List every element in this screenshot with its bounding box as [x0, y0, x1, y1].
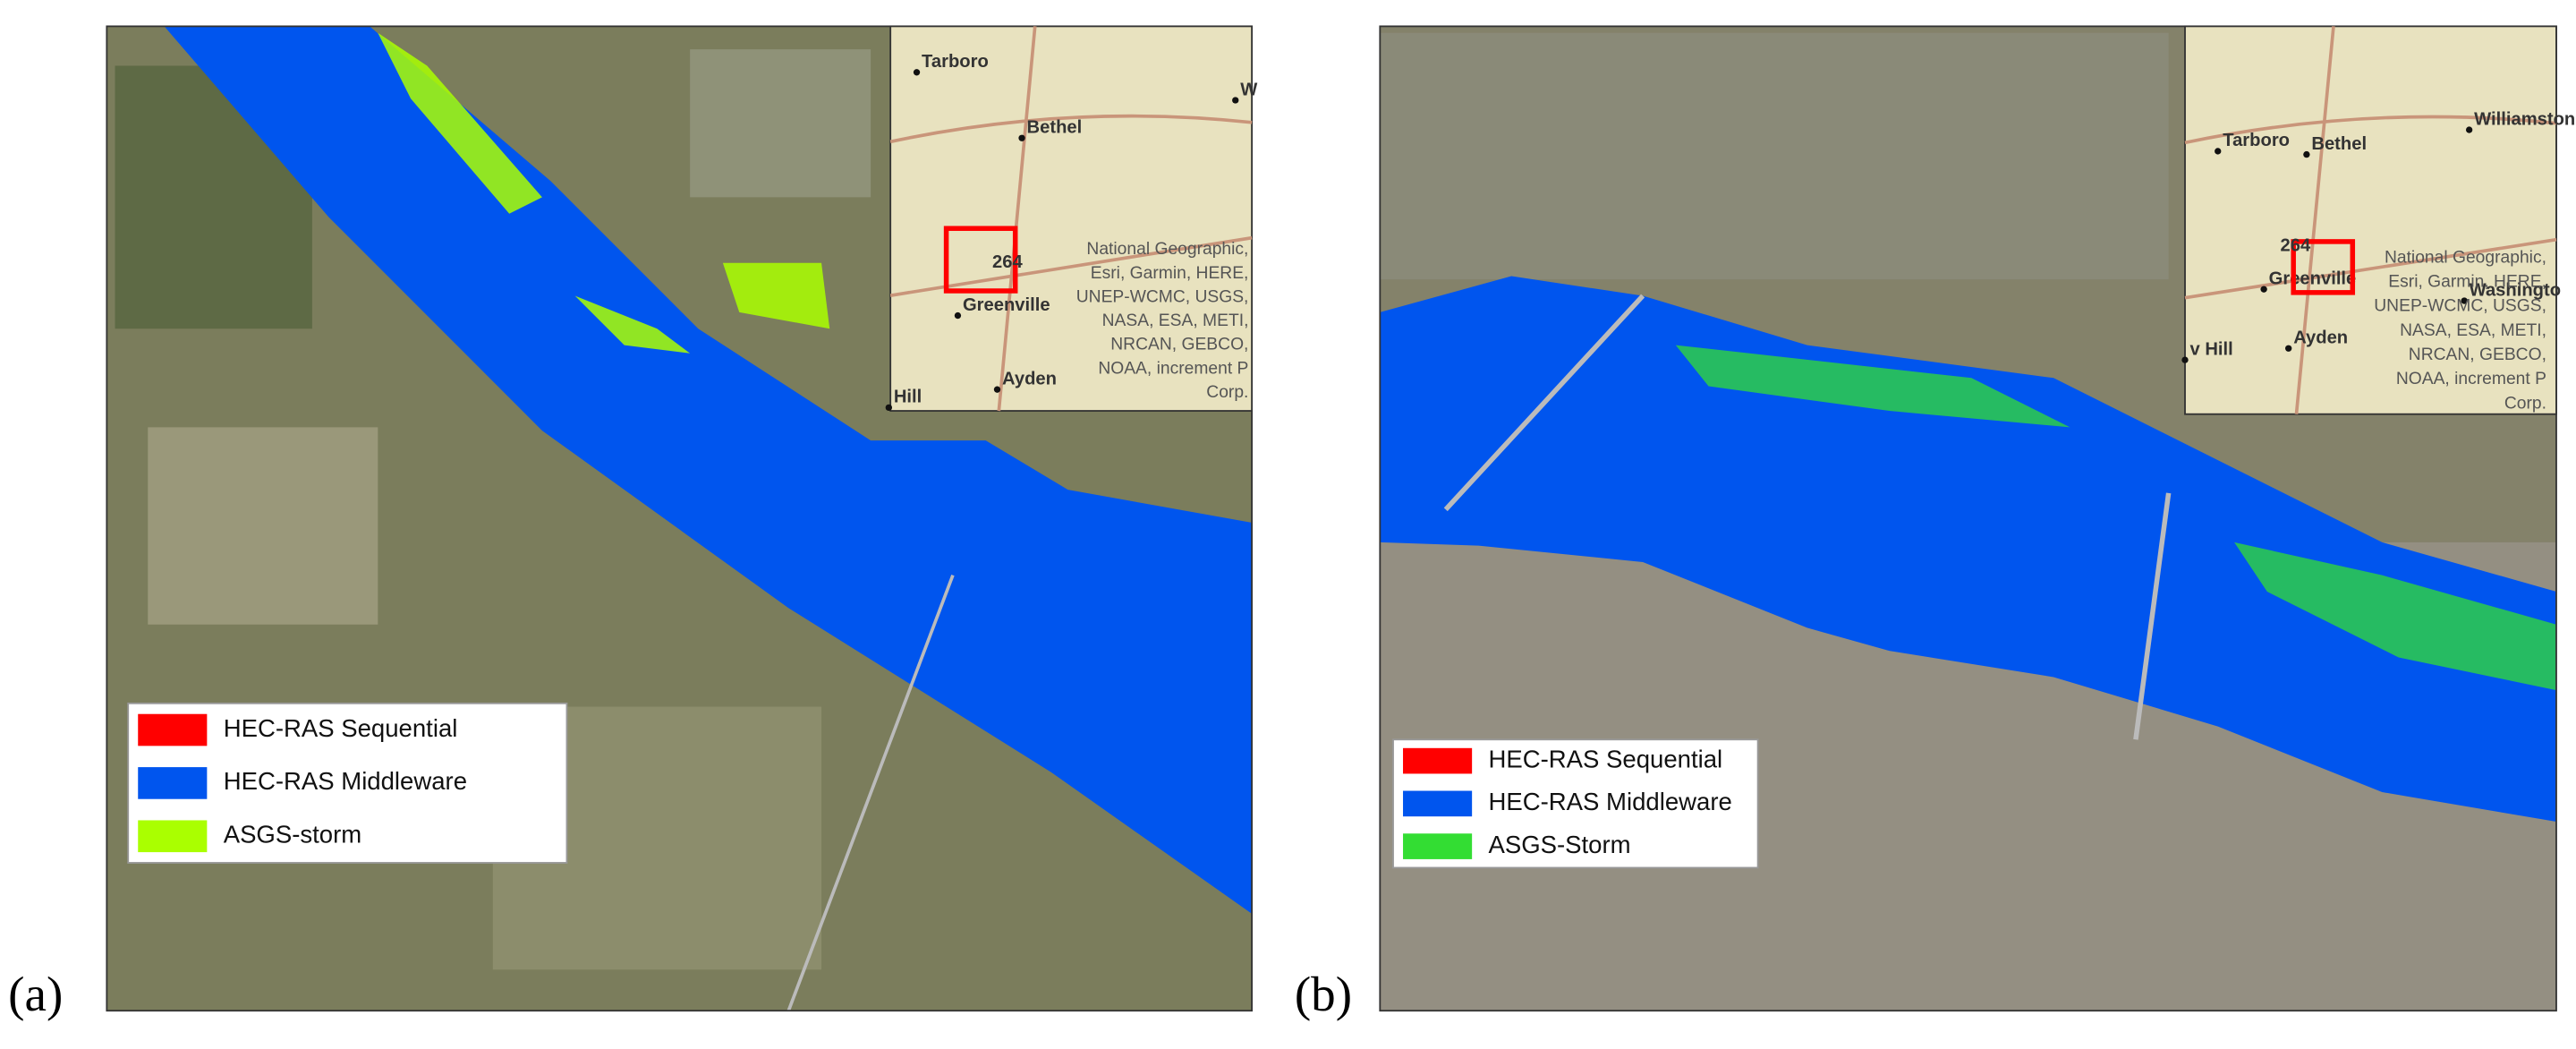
place-dot — [2215, 148, 2222, 155]
legend-swatch — [138, 820, 208, 853]
location-box — [943, 226, 1018, 294]
place-name: v Hill — [2190, 339, 2233, 359]
place-name: W — [1240, 80, 1258, 99]
map-credit: UNEP-WCMC, USGS, — [1076, 287, 1249, 306]
place-dot — [2181, 356, 2189, 363]
place-name: Tarboro — [2223, 131, 2290, 150]
location-box — [2291, 239, 2356, 295]
fields — [690, 49, 871, 198]
legend-swatch — [138, 767, 208, 799]
legend-label: HEC-RAS Sequential — [224, 714, 458, 742]
river — [1380, 276, 2556, 823]
map-credit: Esri, Garmin, HERE, — [2388, 273, 2546, 292]
legend-swatch — [1403, 790, 1473, 817]
place-name: Bethel — [1027, 118, 1083, 138]
map-credit: NOAA, increment P — [1098, 359, 1248, 378]
panel-label: (a) — [8, 967, 63, 1021]
map-credit: Corp. — [1206, 383, 1248, 402]
legend-label: HEC-RAS Middleware — [1489, 788, 1732, 815]
place-dot — [2303, 150, 2310, 158]
place-name: Greenville — [963, 295, 1050, 315]
river — [164, 26, 1253, 914]
inset-map — [889, 25, 1254, 412]
place-dot — [2461, 297, 2468, 304]
inset-roads — [2184, 26, 2557, 414]
map-credit: NOAA, increment P — [2396, 370, 2546, 388]
map-credit: National Geographic, — [2385, 248, 2546, 267]
highway-shield: 264 — [992, 252, 1023, 272]
bridge — [2133, 492, 2172, 740]
place-name: Washingto — [2470, 280, 2561, 300]
place-dot — [2260, 286, 2267, 293]
place-dot — [2465, 126, 2473, 133]
panel-label: (b) — [1295, 967, 1352, 1021]
place-name: Tarboro — [922, 52, 989, 72]
legend-label: ASGS-Storm — [1489, 831, 1631, 858]
highway-shield: 264 — [2281, 236, 2311, 256]
place-dot — [2285, 345, 2292, 352]
place-dot — [1232, 97, 1239, 104]
place-name: Ayden — [2293, 328, 2348, 348]
storm-extent — [1675, 345, 2070, 428]
legend-swatch — [138, 713, 208, 746]
inset-roads — [889, 26, 1253, 412]
legend-swatch — [1403, 833, 1473, 859]
place-dot — [954, 311, 962, 320]
fields — [148, 427, 378, 625]
map-credit: NRCAN, GEBCO, — [1110, 336, 1248, 354]
storm-extent — [722, 262, 830, 329]
place-dot — [885, 404, 893, 412]
map-credit: Corp. — [2504, 394, 2546, 413]
place-dot — [993, 386, 1001, 393]
legend-label: ASGS-storm — [224, 821, 362, 849]
legend-swatch — [1403, 747, 1473, 774]
road — [786, 574, 955, 1011]
place-name: Bethel — [2311, 134, 2367, 154]
map-credit: NASA, ESA, METI, — [2400, 321, 2546, 340]
urban — [1380, 32, 2169, 280]
map-credit: UNEP-WCMC, USGS, — [2374, 297, 2546, 316]
legend-label: HEC-RAS Sequential — [1489, 745, 1723, 772]
place-dot — [913, 69, 921, 76]
place-name: Greenville — [2269, 269, 2357, 288]
bridge — [1443, 294, 1645, 512]
map-frame — [1379, 25, 2557, 1012]
inset-map — [2184, 25, 2557, 415]
place-name: Williamston — [2474, 109, 2575, 129]
map-credit: NASA, ESA, METI, — [1102, 311, 1249, 330]
legend-label: HEC-RAS Middleware — [224, 767, 467, 795]
map-credit: NRCAN, GEBCO, — [2409, 345, 2546, 364]
storm-extent — [378, 32, 542, 214]
place-dot — [1018, 134, 1025, 141]
storm-extent — [2234, 542, 2556, 691]
map-frame — [106, 25, 1254, 1012]
place-name: Hill — [894, 388, 922, 407]
map-credit: Esri, Garmin, HERE, — [1091, 264, 1249, 283]
storm-extent — [574, 295, 691, 354]
map-credit: National Geographic, — [1086, 240, 1248, 259]
place-name: Ayden — [1002, 369, 1057, 388]
